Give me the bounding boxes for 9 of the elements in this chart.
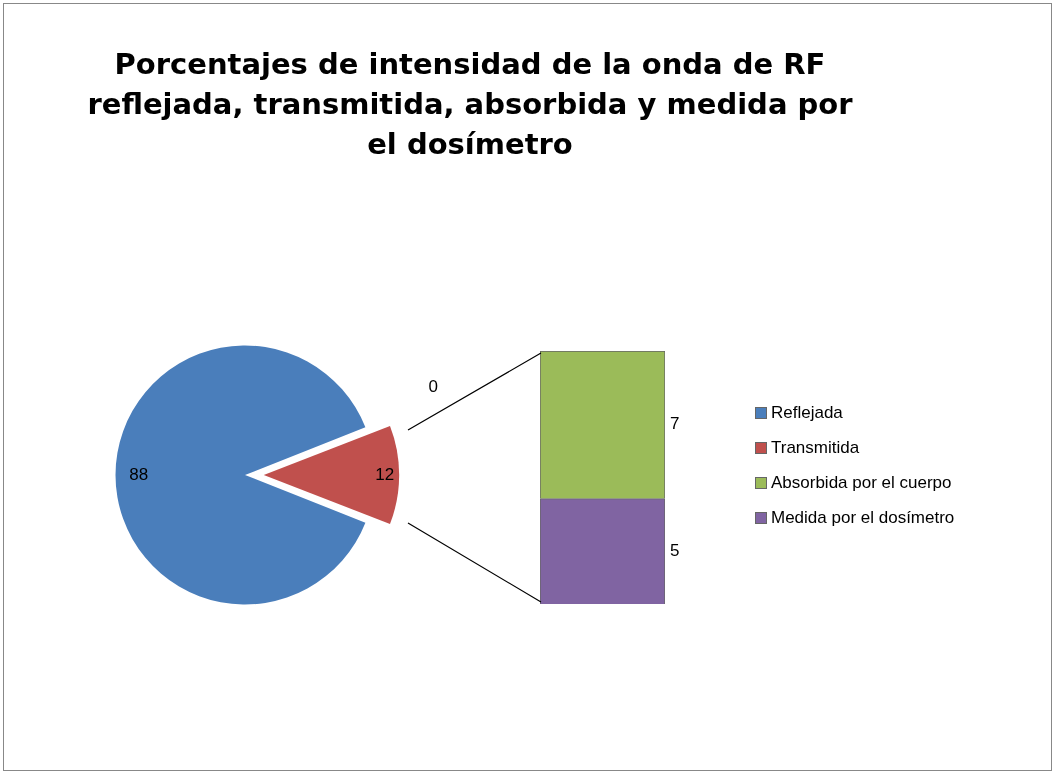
text: Absorbida por el cuerpo bbox=[771, 472, 952, 493]
data-label: 7 bbox=[670, 414, 680, 434]
legend-label: Reflejada bbox=[771, 402, 843, 423]
data-label: 12 bbox=[375, 464, 395, 484]
data-label: 88 bbox=[129, 464, 149, 484]
chart-title: Porcentajes de intensidad de la onda de RF reflejada, transmitida, absorbida y medida por el dosímetro bbox=[86, 46, 854, 163]
data-label: 5 bbox=[670, 540, 680, 560]
legend-label: Transmitida bbox=[771, 437, 860, 458]
legend-label: Medida por el dosímetro bbox=[771, 507, 955, 528]
